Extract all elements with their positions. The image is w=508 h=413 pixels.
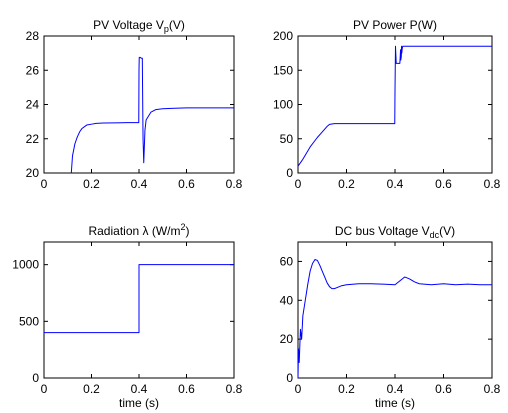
pv-voltage-x-tick-label: 0.2	[83, 177, 100, 191]
pv-power-title: PV Power P(W)	[353, 18, 437, 32]
pv-power-x-tick-label: 0.6	[435, 177, 452, 191]
pv-power-y-tick-label: 100	[273, 98, 293, 112]
radiation-x-tick-label: 0.4	[131, 382, 148, 396]
dc-bus-voltage-x-axis-label: time (s)	[375, 396, 415, 410]
pv-voltage-y-tick-label: 20	[26, 166, 40, 180]
pv-voltage-y-tick-label: 26	[26, 63, 40, 77]
radiation-x-tick-label: 0.2	[83, 382, 100, 396]
pv-voltage-series-line	[70, 56, 234, 174]
pv-power-x-tick-label: 0	[295, 177, 302, 191]
pv-voltage-x-tick-label: 0	[41, 177, 48, 191]
pv-power-chart: 0 0.2 0.4 0.6 0.8 0 50 100 150 200 PV Power P(W)	[273, 18, 501, 191]
radiation-y-tick-label: 500	[19, 314, 39, 328]
radiation-series-line	[44, 264, 234, 334]
radiation-x-tick-label: 0.6	[178, 382, 195, 396]
pv-power-y-tick-label: 50	[280, 132, 294, 146]
pv-voltage-title: PV Voltage Vp(V)	[93, 18, 185, 34]
pv-voltage-y-tick-label: 22	[26, 132, 40, 146]
radiation-x-axis-label: time (s)	[119, 396, 159, 410]
pv-power-y-tick-label: 0	[286, 166, 293, 180]
dc-bus-voltage-y-tick-label: 40	[280, 293, 294, 307]
radiation-y-tick-label: 1000	[12, 258, 39, 272]
pv-voltage-x-tick-label: 0.6	[178, 177, 195, 191]
dc-bus-voltage-y-tick-label: 0	[286, 371, 293, 385]
pv-voltage-x-tick-label: 0.8	[226, 177, 243, 191]
pv-power-x-tick-label: 0.4	[387, 177, 404, 191]
pv-power-series-line	[297, 45, 492, 167]
pv-voltage-chart: 0 0.2 0.4 0.6 0.8 20 22 24 26 28 PV Voltage Vp(V)	[26, 18, 243, 191]
radiation-chart: 0 0.2 0.4 0.6 0.8 0 500 1000 Radiation λ (W/m2) t…	[12, 222, 242, 410]
pv-power-x-tick-label: 0.8	[484, 177, 501, 191]
pv-power-y-tick-label: 200	[273, 29, 293, 43]
radiation-title: Radiation λ (W/m2)	[88, 222, 189, 238]
radiation-y-tick-label: 0	[32, 371, 39, 385]
radiation-x-tick-label: 0	[41, 382, 48, 396]
dc-bus-voltage-x-tick-label: 0.6	[435, 382, 452, 396]
pv-power-x-tick-label: 0.2	[338, 177, 355, 191]
dc-bus-voltage-title: DC bus Voltage Vdc(V)	[335, 224, 455, 240]
pv-voltage-x-tick-label: 0.4	[131, 177, 148, 191]
dc-bus-voltage-x-tick-label: 0	[295, 382, 302, 396]
pv-power-y-tick-label: 150	[273, 63, 293, 77]
dc-bus-voltage-x-tick-label: 0.4	[387, 382, 404, 396]
dc-bus-voltage-y-tick-label: 60	[280, 254, 294, 268]
pv-voltage-y-tick-label: 24	[26, 98, 40, 112]
dc-bus-voltage-x-tick-label: 0.2	[338, 382, 355, 396]
pv-voltage-y-tick-label: 28	[26, 29, 40, 43]
radiation-x-tick-label: 0.8	[226, 382, 243, 396]
dc-bus-voltage-y-tick-label: 20	[280, 332, 294, 346]
dc-bus-voltage-x-tick-label: 0.8	[484, 382, 501, 396]
dc-bus-voltage-chart: 0 0.2 0.4 0.6 0.8 0 20 40 60 DC bus Voltage Vdc(V…	[280, 224, 501, 410]
dc-bus-voltage-series-line	[297, 258, 492, 379]
